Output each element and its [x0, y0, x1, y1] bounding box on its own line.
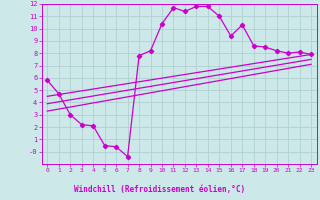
Text: Windchill (Refroidissement éolien,°C): Windchill (Refroidissement éolien,°C) — [75, 185, 245, 194]
